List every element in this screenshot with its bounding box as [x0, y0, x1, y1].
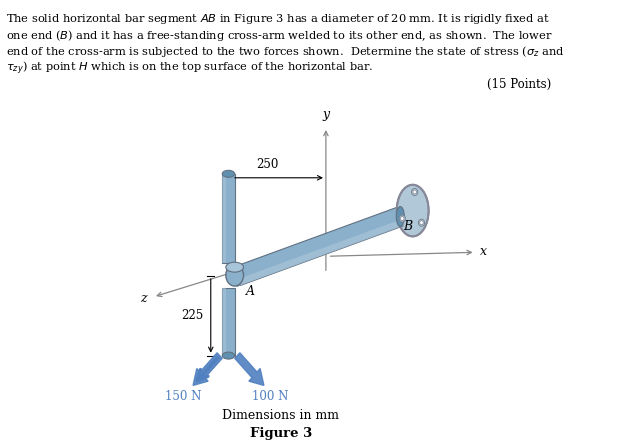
Polygon shape [223, 288, 226, 356]
Ellipse shape [420, 221, 424, 225]
Ellipse shape [397, 185, 429, 237]
Text: y: y [322, 108, 330, 121]
Ellipse shape [223, 352, 235, 359]
Text: end of the cross-arm is subjected to the two forces shown.  Determine the state : end of the cross-arm is subjected to the… [6, 44, 565, 59]
Polygon shape [223, 174, 226, 263]
Text: 100 N: 100 N [252, 390, 288, 403]
Text: one end ($B$) and it has a free-standing cross-arm welded to its other end, as s: one end ($B$) and it has a free-standing… [6, 28, 553, 43]
FancyArrow shape [193, 353, 222, 385]
Text: (15 Points): (15 Points) [488, 78, 552, 90]
Polygon shape [223, 288, 235, 356]
Ellipse shape [399, 215, 405, 222]
Ellipse shape [418, 219, 425, 226]
Text: B: B [403, 220, 412, 233]
Text: Figure 3: Figure 3 [250, 427, 312, 440]
Polygon shape [223, 174, 235, 263]
Ellipse shape [223, 171, 235, 177]
Ellipse shape [396, 206, 404, 226]
Polygon shape [235, 207, 403, 286]
FancyArrow shape [235, 353, 264, 385]
Ellipse shape [413, 190, 417, 194]
Text: 250: 250 [256, 158, 278, 171]
Text: 150 N: 150 N [165, 390, 202, 403]
Text: x: x [480, 245, 487, 258]
Ellipse shape [233, 266, 242, 286]
Text: The solid horizontal bar segment $AB$ in Figure 3 has a diameter of 20 mm. It is: The solid horizontal bar segment $AB$ in… [6, 12, 550, 26]
Ellipse shape [226, 264, 243, 286]
Text: $\tau_{zy}$) at point $H$ which is on the top surface of the horizontal bar.: $\tau_{zy}$) at point $H$ which is on th… [6, 60, 373, 77]
Text: z: z [140, 292, 147, 306]
Ellipse shape [226, 262, 243, 272]
Text: 225: 225 [181, 309, 204, 323]
Text: A: A [246, 285, 256, 298]
Text: H: H [311, 240, 323, 253]
Ellipse shape [401, 217, 404, 221]
Text: Dimensions in mm: Dimensions in mm [223, 409, 339, 422]
Ellipse shape [411, 189, 418, 195]
Polygon shape [238, 219, 403, 286]
